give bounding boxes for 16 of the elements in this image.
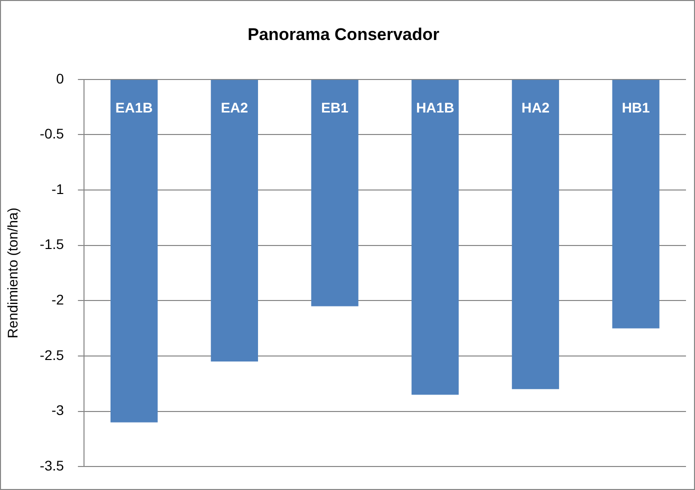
x-tick-label: HB1 [622,99,650,116]
y-tick-label: -0.5 [40,126,64,142]
y-tick-label: -3 [51,402,64,418]
y-axis-title: Rendimiento (ton/ha) [4,208,20,338]
x-tick-label: EB1 [321,99,349,116]
y-tick-label: -2.5 [40,346,64,363]
x-tick-label: HA1B [416,99,454,116]
chart-title: Panorama Conservador [248,24,440,44]
y-tick-label: -1.5 [40,236,64,252]
y-tick-label: 0 [56,70,64,86]
x-tick-label: HA2 [521,99,550,116]
x-tick-label: EA2 [220,99,248,116]
y-tick-label: -2 [51,292,64,308]
y-tick-label: -1 [51,180,64,197]
y-tick-label: -3.5 [40,457,64,474]
x-tick-label: EA1B [115,99,153,116]
